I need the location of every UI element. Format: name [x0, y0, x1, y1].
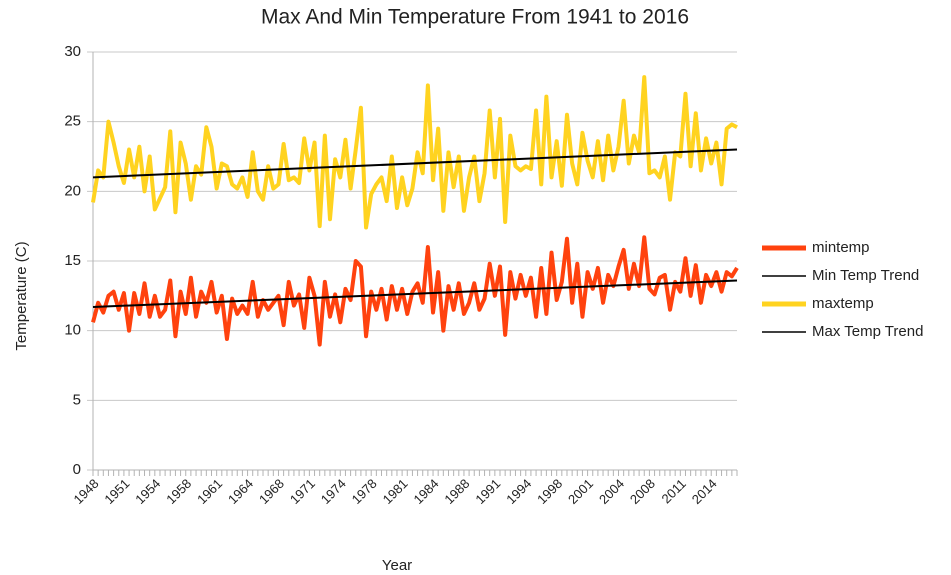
x-tick-label: 1948 [70, 476, 101, 507]
legend-label: mintemp [812, 239, 870, 256]
legend-label: Min Temp Trend [812, 267, 919, 284]
x-tick-label: 1978 [349, 476, 380, 507]
x-tick-label: 1961 [194, 476, 225, 507]
x-tick-label: 1968 [256, 476, 287, 507]
y-tick-label: 5 [73, 391, 81, 408]
x-tick-label: 1951 [101, 476, 132, 507]
x-tick-label: 1958 [163, 476, 194, 507]
x-tick-label: 1981 [380, 476, 411, 507]
x-tick-label: 2008 [627, 476, 658, 507]
x-tick-label: 2011 [658, 476, 688, 506]
y-tick-label: 0 [73, 461, 81, 478]
x-tick-label: 1974 [318, 476, 349, 507]
chart-title: Max And Min Temperature From 1941 to 201… [261, 6, 689, 29]
x-axis-label: Year [382, 557, 412, 574]
x-tick-label: 1988 [441, 476, 472, 507]
x-tick-label: 1994 [503, 476, 534, 507]
y-tick-label: 25 [64, 113, 81, 130]
x-tick-label: 1991 [472, 476, 503, 507]
series-line [91, 75, 738, 230]
x-tick-label: 2014 [689, 476, 720, 507]
trend-line [92, 148, 738, 179]
y-axis-label: Temperature (C) [13, 241, 30, 350]
legend-label: Max Temp Trend [812, 323, 923, 340]
y-tick-label: 10 [64, 322, 81, 339]
y-tick-label: 30 [64, 43, 81, 60]
x-tick-label: 1971 [287, 476, 318, 507]
x-tick-label: 1984 [411, 476, 442, 507]
series-line [91, 235, 739, 347]
x-tick-label: 1954 [132, 476, 163, 507]
legend-label: maxtemp [812, 295, 874, 312]
trend-line [92, 279, 738, 308]
y-tick-label: 15 [64, 252, 81, 269]
x-tick-label: 2004 [596, 476, 627, 507]
x-tick-label: 1964 [225, 476, 256, 507]
x-tick-label: 1998 [534, 476, 565, 507]
x-tick-label: 2001 [565, 476, 596, 507]
y-tick-label: 20 [64, 182, 81, 199]
